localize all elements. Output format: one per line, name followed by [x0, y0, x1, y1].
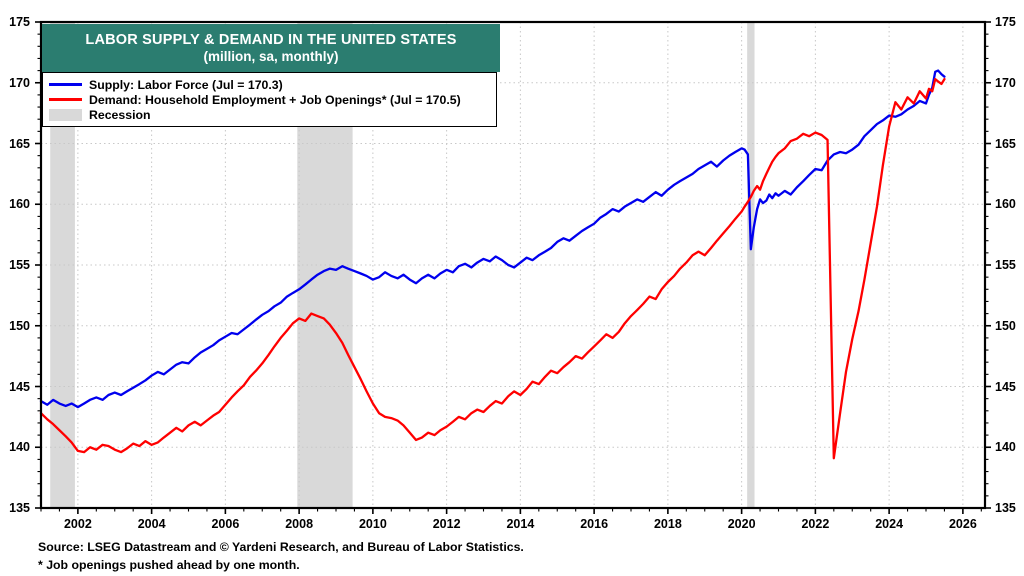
recession-band-2 — [747, 22, 755, 508]
x-axis-tick-label: 2020 — [727, 517, 756, 531]
chart-title-primary: LABOR SUPPLY & DEMAND IN THE UNITED STAT… — [85, 31, 457, 48]
x-axis-tick-label: 2012 — [432, 517, 461, 531]
y-axis-tick-label-right: 155 — [995, 258, 1016, 272]
legend-item-supply: Supply: Labor Force (Jul = 170.3) — [49, 77, 490, 92]
x-axis-tick-label: 2022 — [801, 517, 830, 531]
x-axis-tick-label: 2004 — [137, 517, 166, 531]
chart-legend: Supply: Labor Force (Jul = 170.3) Demand… — [42, 72, 497, 127]
chart-title-banner: LABOR SUPPLY & DEMAND IN THE UNITED STAT… — [42, 24, 500, 72]
y-axis-tick-label-right: 140 — [995, 440, 1016, 455]
x-axis-tick-label: 2018 — [653, 517, 682, 531]
legend-swatch-supply-line — [49, 79, 82, 90]
legend-item-recession: Recession — [49, 107, 490, 122]
series-line-supply — [39, 69, 946, 409]
footnote: * Job openings pushed ahead by one month… — [38, 558, 300, 572]
y-axis-tick-label-right: 135 — [995, 501, 1016, 515]
x-axis-tick-label: 2016 — [580, 517, 609, 531]
y-axis-tick-label-left: 165 — [9, 136, 30, 151]
y-axis-tick-label-right: 145 — [995, 379, 1016, 394]
x-axis-tick-label: 2008 — [285, 517, 314, 531]
y-axis-tick-label-left: 170 — [9, 75, 30, 90]
y-axis-tick-label-right: 170 — [995, 75, 1016, 90]
x-axis-tick-label: 2026 — [948, 517, 977, 531]
x-axis-tick-label: 2014 — [506, 517, 535, 531]
y-axis-tick-label-right: 150 — [995, 318, 1016, 333]
legend-item-demand: Demand: Household Employment + Job Openi… — [49, 92, 490, 107]
x-axis-tick-label: 2024 — [875, 517, 904, 531]
y-axis-tick-label-left: 160 — [9, 197, 30, 212]
series-line-demand — [39, 77, 946, 460]
legend-label-recession: Recession — [89, 107, 151, 122]
source-note: Source: LSEG Datastream and © Yardeni Re… — [38, 540, 524, 554]
y-axis-tick-label-left: 145 — [9, 379, 30, 394]
chart-title-subtitle: (million, sa, monthly) — [203, 48, 339, 64]
y-axis-tick-label-right: 160 — [995, 197, 1016, 212]
y-axis-tick-label-left: 140 — [9, 440, 30, 455]
x-axis-tick-label: 2006 — [211, 517, 240, 531]
x-axis-tick-label: 2010 — [358, 517, 387, 531]
legend-swatch-demand-line — [49, 94, 82, 105]
legend-label-demand: Demand: Household Employment + Job Openi… — [89, 92, 461, 107]
y-axis-tick-label-right: 165 — [995, 136, 1016, 151]
legend-label-supply: Supply: Labor Force (Jul = 170.3) — [89, 77, 283, 92]
y-axis-tick-label-left: 150 — [9, 318, 30, 333]
y-axis-tick-label-left: 135 — [9, 501, 30, 515]
y-axis-tick-label-left: 175 — [9, 15, 30, 29]
y-axis-tick-label-right: 175 — [995, 15, 1016, 29]
x-axis-tick-label: 2002 — [63, 517, 92, 531]
y-axis-tick-label-left: 155 — [9, 258, 30, 272]
legend-swatch-recession-block — [49, 108, 82, 121]
